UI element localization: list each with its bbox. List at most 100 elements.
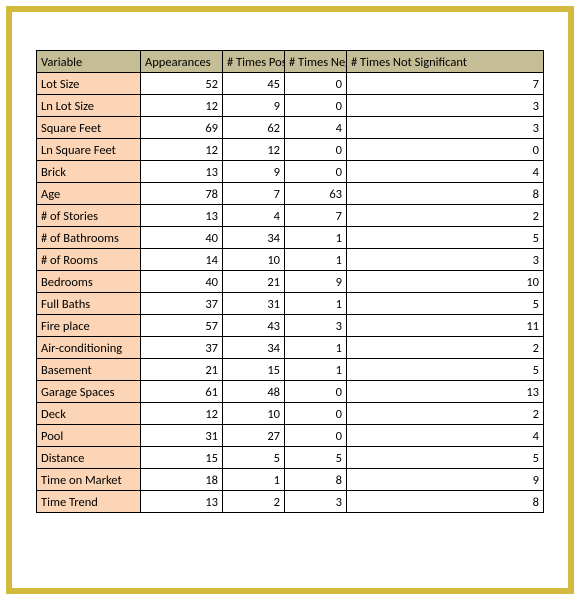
cell-positive: 10 [223, 403, 285, 425]
cell-positive: 1 [223, 469, 285, 491]
cell-variable: Air-conditioning [37, 337, 141, 359]
cell-not_significant: 5 [347, 447, 544, 469]
cell-appearances: 12 [141, 95, 223, 117]
table-row: Basement211515 [37, 359, 544, 381]
cell-variable: Pool [37, 425, 141, 447]
table-row: Ln Square Feet121200 [37, 139, 544, 161]
col-header-negative: # Times Negative [285, 51, 347, 73]
cell-positive: 5 [223, 447, 285, 469]
cell-not_significant: 4 [347, 425, 544, 447]
col-header-variable: Variable [37, 51, 141, 73]
cell-negative: 0 [285, 73, 347, 95]
cell-negative: 5 [285, 447, 347, 469]
cell-variable: Ln Lot Size [37, 95, 141, 117]
cell-appearances: 78 [141, 183, 223, 205]
cell-variable: Garage Spaces [37, 381, 141, 403]
cell-positive: 48 [223, 381, 285, 403]
cell-positive: 31 [223, 293, 285, 315]
table-row: Ln Lot Size12903 [37, 95, 544, 117]
cell-variable: Bedrooms [37, 271, 141, 293]
cell-appearances: 15 [141, 447, 223, 469]
cell-not_significant: 8 [347, 183, 544, 205]
cell-not_significant: 4 [347, 161, 544, 183]
cell-negative: 9 [285, 271, 347, 293]
cell-appearances: 31 [141, 425, 223, 447]
cell-not_significant: 3 [347, 95, 544, 117]
cell-positive: 34 [223, 227, 285, 249]
cell-appearances: 37 [141, 337, 223, 359]
cell-appearances: 52 [141, 73, 223, 95]
table-row: Distance15555 [37, 447, 544, 469]
cell-not_significant: 7 [347, 73, 544, 95]
cell-negative: 0 [285, 381, 347, 403]
cell-appearances: 21 [141, 359, 223, 381]
col-header-positive: # Times Positive [223, 51, 285, 73]
table-row: Brick13904 [37, 161, 544, 183]
table-row: Full Baths373115 [37, 293, 544, 315]
cell-negative: 1 [285, 249, 347, 271]
cell-positive: 15 [223, 359, 285, 381]
cell-variable: # of Rooms [37, 249, 141, 271]
cell-not_significant: 0 [347, 139, 544, 161]
table-row: Time on Market18189 [37, 469, 544, 491]
cell-appearances: 57 [141, 315, 223, 337]
table-row: Time Trend13238 [37, 491, 544, 513]
cell-positive: 4 [223, 205, 285, 227]
cell-negative: 0 [285, 95, 347, 117]
cell-variable: Age [37, 183, 141, 205]
cell-negative: 1 [285, 293, 347, 315]
table-row: Pool312704 [37, 425, 544, 447]
cell-not_significant: 8 [347, 491, 544, 513]
cell-positive: 45 [223, 73, 285, 95]
cell-negative: 0 [285, 425, 347, 447]
page-frame: Variable Appearances # Times Positive # … [6, 6, 574, 594]
table-row: # of Bathrooms403415 [37, 227, 544, 249]
table-row: Square Feet696243 [37, 117, 544, 139]
cell-not_significant: 11 [347, 315, 544, 337]
table-row: Deck121002 [37, 403, 544, 425]
col-header-appearances: Appearances [141, 51, 223, 73]
table-row: Age787638 [37, 183, 544, 205]
cell-positive: 21 [223, 271, 285, 293]
cell-variable: Brick [37, 161, 141, 183]
cell-variable: Lot Size [37, 73, 141, 95]
cell-negative: 0 [285, 139, 347, 161]
table-body: Lot Size524507Ln Lot Size12903Square Fee… [37, 73, 544, 513]
cell-appearances: 18 [141, 469, 223, 491]
cell-appearances: 12 [141, 139, 223, 161]
col-header-not-significant: # Times Not Significant [347, 51, 544, 73]
cell-variable: # of Bathrooms [37, 227, 141, 249]
cell-negative: 7 [285, 205, 347, 227]
cell-positive: 12 [223, 139, 285, 161]
cell-positive: 9 [223, 161, 285, 183]
cell-variable: Basement [37, 359, 141, 381]
cell-variable: Distance [37, 447, 141, 469]
cell-negative: 1 [285, 359, 347, 381]
cell-positive: 7 [223, 183, 285, 205]
cell-not_significant: 2 [347, 205, 544, 227]
table-row: Bedrooms4021910 [37, 271, 544, 293]
cell-negative: 1 [285, 227, 347, 249]
table-row: # of Stories13472 [37, 205, 544, 227]
cell-negative: 4 [285, 117, 347, 139]
cell-negative: 3 [285, 491, 347, 513]
cell-not_significant: 3 [347, 117, 544, 139]
cell-appearances: 40 [141, 227, 223, 249]
cell-not_significant: 13 [347, 381, 544, 403]
table-row: Fire place5743311 [37, 315, 544, 337]
cell-appearances: 37 [141, 293, 223, 315]
cell-positive: 27 [223, 425, 285, 447]
cell-not_significant: 2 [347, 337, 544, 359]
cell-not_significant: 5 [347, 359, 544, 381]
cell-appearances: 61 [141, 381, 223, 403]
cell-positive: 2 [223, 491, 285, 513]
table-row: Air-conditioning373412 [37, 337, 544, 359]
cell-not_significant: 9 [347, 469, 544, 491]
cell-variable: Ln Square Feet [37, 139, 141, 161]
cell-negative: 0 [285, 403, 347, 425]
cell-not_significant: 2 [347, 403, 544, 425]
variables-table: Variable Appearances # Times Positive # … [36, 50, 544, 513]
cell-positive: 10 [223, 249, 285, 271]
cell-appearances: 14 [141, 249, 223, 271]
cell-variable: Square Feet [37, 117, 141, 139]
